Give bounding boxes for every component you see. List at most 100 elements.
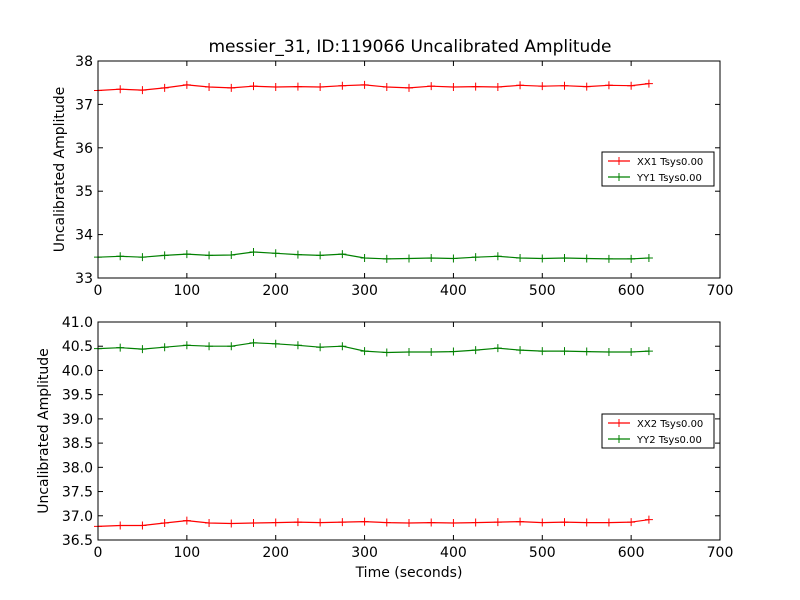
bottom-subplot: 0 100 200 300 400 500 600 700 36.5 37.0 37.5 38.0 38… (36, 315, 733, 581)
bottom-x-axis-label: Time (seconds) (355, 565, 463, 581)
bottom-y-tick-label: 39.0 (62, 412, 93, 428)
top-series-2-point (560, 254, 569, 263)
bottom-x-tick-label: 500 (529, 545, 556, 561)
top-series-2-point (271, 249, 280, 258)
bottom-y-tick-label: 38.5 (62, 436, 93, 452)
bottom-series-1-point (582, 518, 591, 527)
top-series-1-point (316, 83, 325, 92)
bottom-y-tick-label: 39.5 (62, 388, 93, 404)
bottom-y-axis-label: Uncalibrated Amplitude (36, 348, 52, 514)
top-y-tick-label: 35 (75, 184, 93, 200)
top-x-tick-label: 200 (262, 283, 289, 299)
top-series-2-point (116, 252, 125, 261)
top-series-1-point (249, 82, 258, 91)
bottom-series-1-point (360, 517, 369, 526)
top-legend-box (601, 151, 715, 187)
top-y-tick-label: 38 (75, 54, 93, 70)
top-series-1-point (338, 81, 347, 90)
bottom-series-1-point (516, 517, 525, 526)
top-x-tick-label: 600 (618, 283, 645, 299)
bottom-y-tick-label: 38.0 (62, 460, 93, 476)
bottom-axes-frame (97, 321, 721, 541)
bottom-series-2-point (160, 343, 169, 352)
top-series-2-point (160, 251, 169, 260)
bottom-series-1-point (538, 518, 547, 527)
bottom-series-2-point (116, 343, 125, 352)
bottom-series-1-point (116, 521, 125, 530)
top-subplot: 0 100 200 300 400 500 600 700 33 34 35 36 37 38 Uncali… (52, 54, 733, 299)
top-series-1-point (516, 81, 525, 90)
top-series-1-point (644, 79, 653, 88)
bottom-series-2-point (316, 343, 325, 352)
top-series-1-point (205, 83, 214, 92)
top-series-2-point (538, 254, 547, 263)
bottom-series-2-point (138, 345, 147, 354)
top-series-2-point (138, 253, 147, 262)
top-axes-frame (97, 60, 721, 279)
bottom-series-2-point (516, 346, 525, 355)
top-series-2-point (382, 254, 391, 263)
top-y-tick-label: 34 (75, 228, 93, 244)
bottom-x-tick-label: 600 (618, 545, 645, 561)
top-legend-label-2: YY1 Tsys0.00 (636, 173, 702, 184)
bottom-series-1-point (405, 519, 413, 528)
bottom-series-1-point (293, 518, 302, 527)
bottom-series-2-point (560, 347, 569, 356)
bottom-series-2-point (293, 341, 302, 350)
bottom-series-2-point (427, 348, 436, 357)
top-x-tick-label: 400 (440, 283, 467, 299)
top-series-1-point (360, 80, 369, 89)
top-y-tick-label: 33 (75, 271, 93, 287)
top-series-1-point (116, 85, 125, 94)
top-legend-marker-2 (615, 173, 623, 181)
top-series-1-point (471, 82, 480, 91)
top-series-2-point (427, 254, 436, 263)
bottom-legend-marker-2 (615, 435, 623, 443)
bottom-series-2-point (644, 347, 653, 356)
top-x-tick-label: 500 (529, 283, 556, 299)
top-x-tick-label: 0 (94, 283, 103, 299)
top-series-1-point (427, 82, 436, 91)
bottom-y-tick-label: 36.5 (62, 533, 93, 549)
bottom-x-tick-label: 700 (707, 545, 734, 561)
bottom-x-tick-label: 300 (351, 545, 378, 561)
bottom-series-1-point (427, 518, 436, 527)
bottom-series-1-point (338, 518, 347, 527)
top-series-2-point (449, 254, 458, 263)
top-series-1-point (160, 83, 169, 92)
top-series-1-point (138, 86, 147, 95)
top-series-2-point (627, 254, 636, 263)
bottom-series-2-point (182, 341, 191, 350)
top-series-1-point (382, 83, 391, 92)
top-series-2-point (205, 251, 214, 260)
top-series-2-point (582, 254, 591, 263)
bottom-y-tick-label: 41.0 (62, 315, 93, 331)
top-y-tick-label: 36 (75, 141, 93, 157)
top-series-1-point (627, 81, 636, 90)
top-series-1-point (560, 81, 569, 90)
bottom-series-1-point (316, 518, 325, 527)
top-series-1-point (405, 83, 413, 92)
top-series-2-point (405, 254, 413, 263)
bottom-y-tick-label: 37.5 (62, 485, 93, 501)
top-legend-label-1: XX1 Tsys0.00 (637, 157, 703, 168)
bottom-series-2-point (205, 342, 214, 351)
bottom-legend-box (601, 413, 715, 449)
top-legend-marker-1 (615, 157, 623, 165)
bottom-legend-label-1: XX2 Tsys0.00 (637, 419, 703, 430)
top-x-tick-label: 700 (707, 283, 734, 299)
bottom-series-2-point (582, 347, 591, 356)
bottom-legend: XX2 Tsys0.00 YY2 Tsys0.00 (601, 413, 715, 449)
top-series-1-point (293, 82, 302, 91)
bottom-series-1-point (271, 518, 280, 527)
top-series-2-point (471, 253, 480, 262)
bottom-series-1-point (160, 519, 169, 528)
bottom-series-2-point (360, 347, 369, 356)
top-series-1-point (493, 83, 502, 92)
top-y-axis-label: Uncalibrated Amplitude (52, 87, 68, 253)
bottom-series-1-point (249, 519, 258, 528)
chart-title: messier_31, ID:119066 Uncalibrated Ampli… (208, 37, 611, 57)
bottom-series-1-point (644, 515, 653, 524)
